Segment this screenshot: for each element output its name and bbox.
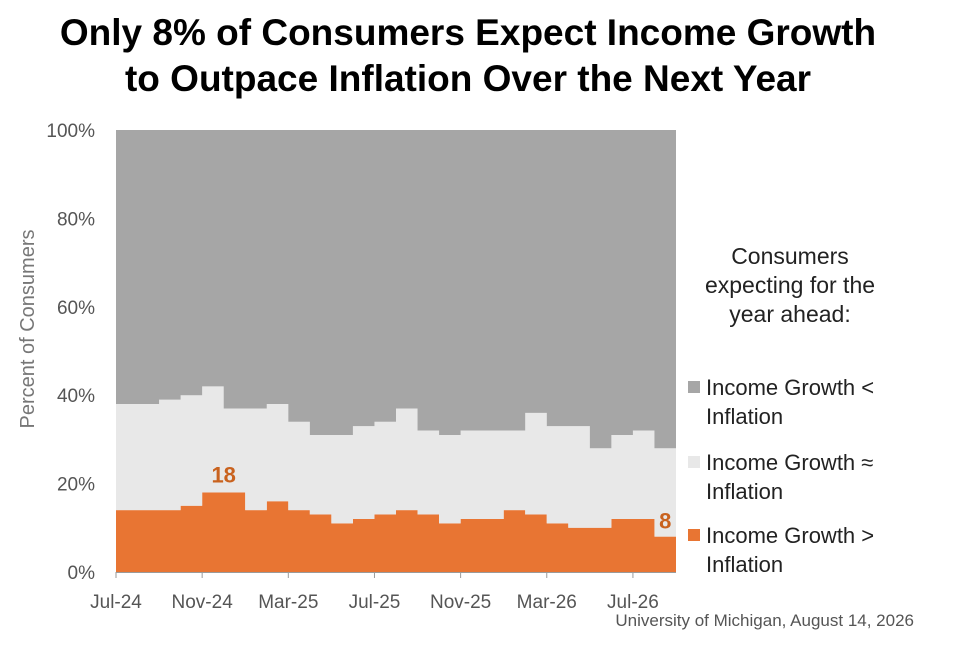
legend-swatch-below	[688, 381, 700, 393]
y-tick-label: 40%	[57, 386, 95, 407]
x-tick-label: Jul-25	[349, 592, 401, 613]
legend-item-below-inflation: Income Growth < Inflation	[688, 373, 906, 431]
x-tick-label: Mar-25	[258, 592, 318, 613]
area-bands	[116, 130, 676, 572]
data-label: 8	[659, 509, 671, 534]
legend-swatch-above	[688, 529, 700, 541]
y-tick-label: 20%	[57, 475, 95, 496]
chart-title-line-2: to Outpace Inflation Over the Next Year	[124, 58, 812, 99]
data-label: 18	[211, 462, 235, 487]
source-note: University of Michigan, August 14, 2026	[615, 611, 914, 630]
y-tick-label: 0%	[68, 563, 96, 584]
x-tick-label: Jul-26	[607, 592, 659, 613]
legend-title: Consumers expecting for the year ahead:	[704, 243, 876, 327]
y-tick-label: 80%	[57, 209, 95, 230]
annotations: 18 8	[211, 462, 671, 533]
legend-label-equal: Income Growth ≈ Inflation	[706, 450, 874, 504]
legend-item-equal-inflation: Income Growth ≈ Inflation	[688, 448, 906, 506]
area-band-1	[116, 386, 676, 537]
x-tick-label: Jul-24	[90, 592, 142, 613]
x-tick-label: Mar-26	[517, 592, 577, 613]
area-band-2	[116, 130, 676, 449]
area-band-0	[116, 492, 676, 572]
legend-swatch-equal	[688, 456, 700, 468]
chart-title-line-1: Only 8% of Consumers Expect Income Growt…	[59, 12, 877, 53]
legend-label-below: Income Growth < Inflation	[706, 375, 875, 429]
chart-title: Only 8% of Consumers Expect Income Growt…	[0, 10, 936, 102]
y-axis-title: Percent of Consumers	[17, 230, 39, 429]
axes: 0% 20% 40% 60% 80% 100% Percent of Consumers Ju…	[17, 121, 676, 613]
x-tick-label: Nov-24	[172, 592, 234, 613]
x-tick-label: Nov-25	[430, 592, 491, 613]
y-tick-label: 100%	[46, 121, 95, 142]
y-tick-label: 60%	[57, 298, 95, 319]
legend-label-above: Income Growth > Inflation	[706, 523, 875, 577]
legend-item-above-inflation: Income Growth > Inflation	[688, 521, 906, 579]
